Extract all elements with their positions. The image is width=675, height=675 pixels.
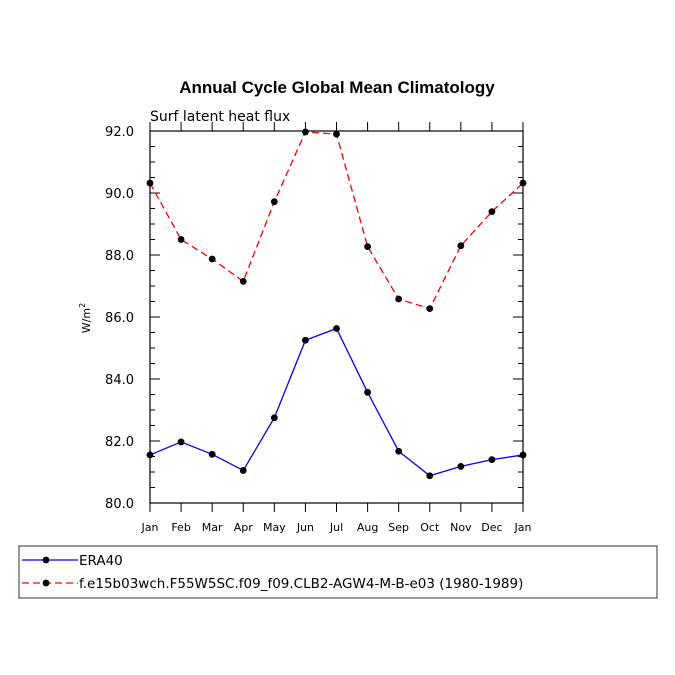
x-tick-label: Jan (141, 521, 159, 534)
data-point (457, 463, 465, 470)
y-tick-label: 90.0 (105, 187, 134, 202)
y-tick-label: 88.0 (105, 249, 134, 264)
data-point (270, 414, 278, 422)
data-point (302, 336, 309, 344)
series-line (149, 327, 524, 477)
legend-box (18, 545, 658, 599)
data-point (519, 179, 527, 187)
data-point (302, 128, 309, 136)
legend-marker (42, 579, 50, 587)
series-2 (146, 128, 527, 313)
data-point (457, 242, 465, 250)
y-tick-label: 92.0 (105, 125, 134, 140)
data-point (488, 456, 496, 463)
svg-text:W/m2: W/m2 (78, 303, 93, 333)
data-point (208, 255, 216, 263)
data-point (395, 447, 403, 455)
x-tick-label: Oct (420, 521, 440, 534)
x-tick-label: Sep (388, 521, 409, 534)
data-point (239, 277, 247, 285)
plot-frame (149, 130, 524, 504)
x-tick-label: Apr (234, 521, 254, 534)
chart-subtitle: Surf latent heat flux (150, 109, 290, 125)
data-point (426, 305, 434, 313)
y-tick-label: 80.0 (105, 497, 134, 512)
y-axis-label-base: W/m (80, 308, 93, 333)
y-axis-label: W/m2 (78, 303, 93, 333)
data-point (364, 388, 371, 396)
data-point (364, 243, 371, 251)
data-point (270, 198, 278, 206)
plot-axes: 80.0 82.0 84.0 86.0 88.0 90.0 92.0 Jan Feb Mar Apr… (105, 122, 532, 534)
data-point (208, 450, 216, 458)
data-point (395, 295, 403, 303)
series-layer (146, 128, 527, 480)
x-tick-label: Aug (357, 521, 378, 534)
y-tick-label: 84.0 (105, 373, 134, 388)
data-point (519, 451, 527, 459)
chart-title: Annual Cycle Global Mean Climatology (179, 78, 495, 97)
x-tick-label: Jul (329, 521, 343, 534)
x-tick-label: Dec (481, 521, 502, 534)
series-1 (146, 325, 527, 480)
y-tick-label: 86.0 (105, 311, 134, 326)
data-point (177, 236, 185, 243)
data-point (426, 472, 434, 480)
x-tick-label: Jan (514, 521, 532, 534)
data-point (177, 438, 185, 446)
x-tick-label: Mar (202, 521, 223, 534)
y-tick-label: 82.0 (105, 435, 134, 450)
legend-label: ERA40 (79, 553, 123, 569)
data-point (333, 130, 340, 138)
data-point (239, 467, 247, 474)
data-point (488, 208, 496, 216)
x-tick-label: Nov (450, 521, 472, 534)
y-axis-label-superscript: 2 (78, 303, 87, 308)
x-tick-label: Feb (171, 521, 190, 534)
data-point (146, 451, 154, 459)
data-point (146, 179, 154, 187)
series-line (149, 131, 524, 310)
data-point (333, 325, 340, 332)
legend-marker (42, 556, 50, 564)
x-tick-label: Jun (296, 521, 314, 534)
x-tick-label: May (263, 521, 286, 534)
legend: ERA40 f.e15b03wch.F55W5SC.f09_f09.CLB2-AG… (18, 545, 658, 599)
legend-label: f.e15b03wch.F55W5SC.f09_f09.CLB2-AGW4-M-… (79, 576, 523, 592)
